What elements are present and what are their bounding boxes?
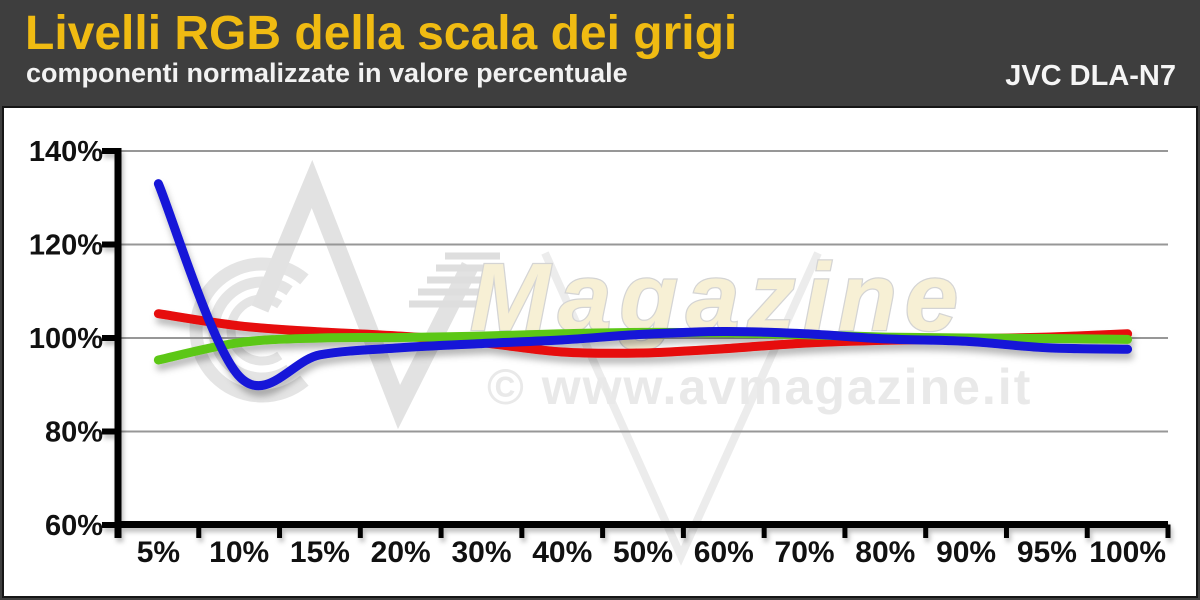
- speed-lines-icon: [409, 252, 500, 308]
- page-subtitle: componenti normalizzate in valore percen…: [26, 58, 628, 88]
- axes: [102, 148, 1171, 538]
- device-model-label: JVC DLA-N7: [1005, 60, 1176, 92]
- y-tick-label: 80%: [45, 417, 103, 449]
- x-tick-label: 70%: [775, 536, 835, 569]
- y-tick-label: 100%: [29, 323, 103, 355]
- x-tick-label: 10%: [209, 536, 269, 569]
- axis-labels: 140% 120% 100% 80% 60% 5% 10% 15% 20% 30% 40% 50% 60…: [29, 136, 1166, 569]
- header: Livelli RGB della scala dei grigi compon…: [0, 0, 1200, 106]
- avmagazine-watermark: Magazine © www.avmagazine.it: [189, 159, 1032, 566]
- x-tick-label: 30%: [451, 536, 511, 569]
- y-tick-label: 140%: [29, 136, 103, 168]
- x-tick-label: 100%: [1089, 536, 1166, 569]
- series-curve-blue: [153, 179, 1133, 391]
- copyright-watermark-text: © www.avmagazine.it: [487, 359, 1032, 415]
- x-tick-label: 50%: [613, 536, 673, 569]
- x-tick-label: 5%: [137, 536, 180, 569]
- x-tick-label: 20%: [371, 536, 431, 569]
- x-tick-label: 60%: [694, 536, 754, 569]
- x-tick-label: 90%: [936, 536, 996, 569]
- x-tick-label: 80%: [855, 536, 915, 569]
- x-tick-label: 15%: [290, 536, 350, 569]
- page-title: Livelli RGB della scala dei grigi: [25, 7, 738, 60]
- x-tick-label: 95%: [1017, 536, 1077, 569]
- y-tick-label: 60%: [45, 510, 103, 542]
- x-tick-label: 40%: [532, 536, 592, 569]
- y-tick-label: 120%: [29, 230, 103, 262]
- series-curves: [153, 179, 1133, 391]
